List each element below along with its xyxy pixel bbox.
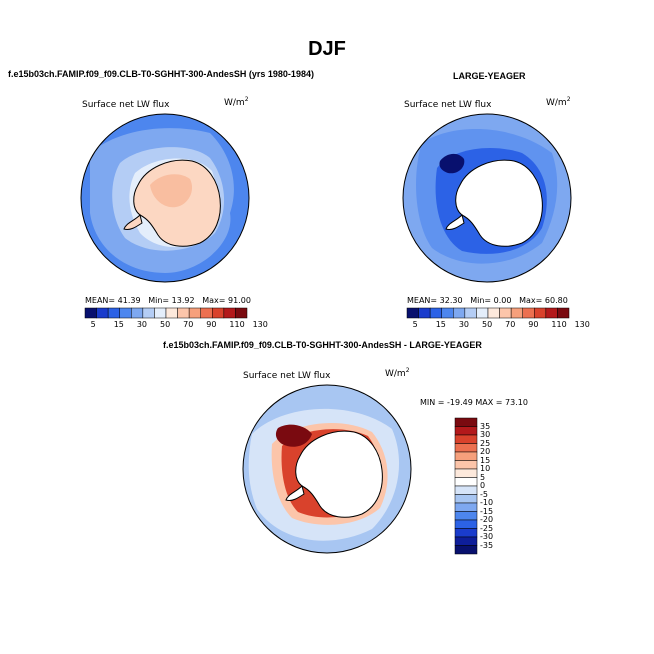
colorbar-swatch [429, 307, 442, 319]
diff-colorbar-tick-label: 5 [480, 472, 486, 482]
colorbar-tick-label: 15 [435, 320, 446, 329]
colorbar-tick-label: 30 [136, 320, 148, 329]
colorbar-swatch [235, 307, 248, 319]
diff-panel-units: W/m2 [385, 367, 410, 379]
colorbar-swatch [200, 307, 213, 319]
left-colorbar-ticks: 5 15 30 50 70 90 110 130 [85, 320, 268, 332]
diff-colorbar-tick-label: -30 [480, 532, 494, 541]
colorbar-swatch [84, 307, 97, 319]
diff-colorbar-swatch [454, 494, 478, 504]
left-panel-variable: Surface net LW flux [82, 100, 170, 110]
diff-colorbar-tick-label: 30 [480, 430, 491, 439]
colorbar-tick-label: 50 [160, 320, 171, 329]
diff-colorbar-swatch [454, 434, 478, 444]
left-colorbar [84, 307, 248, 319]
colorbar-swatch [96, 307, 109, 319]
diff-colorbar-swatch [454, 443, 478, 453]
colorbar-swatch [131, 307, 144, 319]
diff-colorbar-tick-label: -20 [480, 515, 494, 524]
colorbar-tick-label: 130 [252, 320, 268, 329]
colorbar-swatch [534, 307, 547, 319]
diff-colorbar-ticks: 35 30 25 20 15 10 5 0 -5 -10 -15 -20 -25 -30 -35 [480, 418, 520, 554]
colorbar-swatch [453, 307, 466, 319]
diff-colorbar-tick-label: -15 [480, 506, 494, 516]
diff-stats: MIN = -19.49 MAX = 73.10 [420, 398, 528, 407]
diff-colorbar-tick-label: 15 [480, 455, 491, 465]
left-panel-units: W/m2 [224, 96, 249, 108]
right-polar-map [402, 113, 572, 283]
colorbar-swatch [165, 307, 178, 319]
diff-colorbar-tick-label: -10 [480, 498, 494, 507]
colorbar-swatch [107, 307, 120, 319]
colorbar-tick-label: 130 [574, 320, 590, 329]
diff-title: f.e15b03ch.FAMIP.f09_f09.CLB-T0-SGHHT-30… [163, 340, 482, 350]
diff-panel-variable: Surface net LW flux [243, 371, 331, 381]
diff-colorbar-tick-label: 25 [480, 438, 491, 448]
colorbar-swatch [119, 307, 132, 319]
diff-colorbar-swatch [454, 477, 478, 487]
colorbar-swatch [223, 307, 236, 319]
diff-colorbar-tick-label: 10 [480, 464, 491, 473]
diff-colorbar-swatch [454, 460, 478, 470]
diff-colorbar-swatch [454, 528, 478, 538]
colorbar-swatch [142, 307, 155, 319]
diff-colorbar-swatch [454, 468, 478, 478]
colorbar-swatch [487, 307, 500, 319]
colorbar-swatch [476, 307, 489, 319]
colorbar-tick-label: 70 [505, 320, 516, 329]
diff-colorbar-tick-label: -5 [480, 489, 488, 499]
diff-colorbar-swatch [454, 511, 478, 521]
colorbar-swatch [177, 307, 190, 319]
diff-colorbar-swatch [454, 536, 478, 546]
colorbar-swatch [154, 307, 167, 319]
colorbar-tick-label: 110 [229, 320, 245, 329]
colorbar-swatch [418, 307, 431, 319]
diff-colorbar-tick-label: -25 [480, 523, 494, 533]
diff-colorbar-tick-label: 20 [480, 447, 491, 456]
diff-colorbar-swatch [454, 502, 478, 512]
colorbar-tick-label: 90 [206, 320, 217, 329]
diff-colorbar-tick-label: 35 [480, 421, 491, 431]
diff-colorbar-swatch [454, 485, 478, 495]
colorbar-swatch [545, 307, 558, 319]
colorbar-tick-label: 70 [183, 320, 194, 329]
diff-colorbar-swatch [454, 417, 478, 427]
colorbar-tick-label: 15 [113, 320, 124, 329]
right-stats: MEAN= 32.30 Min= 0.00 Max= 60.80 [407, 296, 568, 305]
colorbar-tick-label: 110 [551, 320, 567, 329]
right-colorbar-ticks: 5 15 30 50 70 90 110 130 [407, 320, 590, 332]
colorbar-swatch [406, 307, 419, 319]
left-polar-map [80, 113, 250, 283]
colorbar-swatch [510, 307, 523, 319]
diff-colorbar-tick-label: -35 [480, 540, 494, 550]
right-panel-units: W/m2 [546, 96, 571, 108]
left-run-title: f.e15b03ch.FAMIP.f09_f09.CLB-T0-SGHHT-30… [8, 69, 314, 79]
colorbar-swatch [188, 307, 201, 319]
diff-colorbar-swatch [454, 426, 478, 436]
right-colorbar [406, 307, 570, 319]
diff-colorbar-swatch [454, 545, 478, 555]
colorbar-tick-label: 30 [458, 320, 470, 329]
colorbar-swatch [522, 307, 535, 319]
right-panel-variable: Surface net LW flux [404, 100, 492, 110]
diff-colorbar-swatch [454, 451, 478, 461]
diff-polar-map [242, 384, 412, 554]
colorbar-swatch [441, 307, 454, 319]
colorbar-tick-label: 50 [482, 320, 493, 329]
colorbar-tick-label: 5 [412, 320, 418, 329]
diff-colorbar-swatch [454, 519, 478, 529]
colorbar-swatch [212, 307, 225, 319]
diff-colorbar [454, 417, 478, 555]
left-stats: MEAN= 41.39 Min= 13.92 Max= 91.00 [85, 296, 251, 305]
figure-title: DJF [308, 38, 346, 60]
colorbar-swatch [499, 307, 512, 319]
colorbar-swatch [557, 307, 570, 319]
right-run-title: LARGE-YEAGER [453, 71, 526, 81]
colorbar-tick-label: 5 [90, 320, 96, 329]
colorbar-tick-label: 90 [528, 320, 539, 329]
diff-colorbar-tick-label: 0 [480, 481, 486, 490]
colorbar-swatch [464, 307, 477, 319]
